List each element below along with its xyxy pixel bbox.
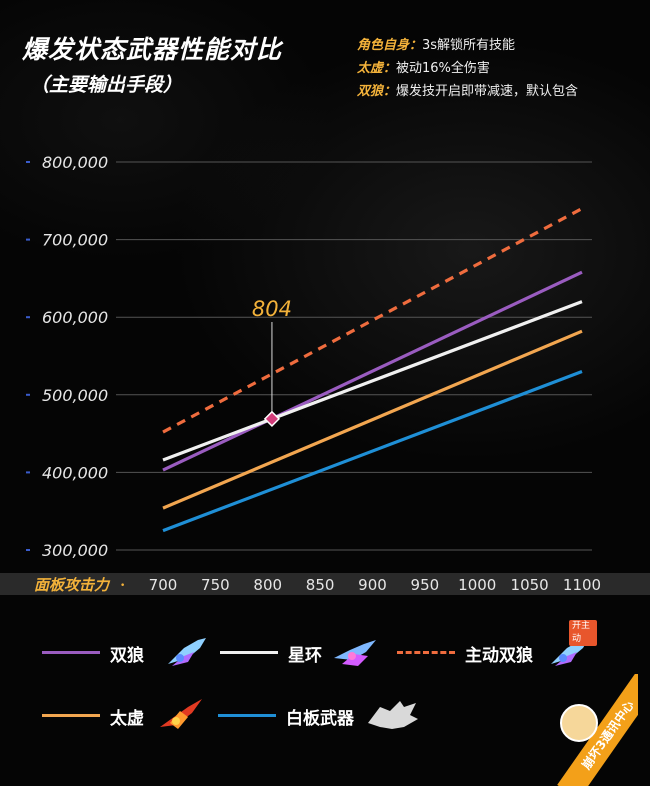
series-line <box>162 329 583 510</box>
note-value: 3s解锁所有技能 <box>422 38 516 53</box>
x-tick-label: 750 <box>201 576 230 594</box>
active-tag: 开主动 <box>569 620 597 646</box>
series-line <box>162 270 583 472</box>
chart-subtitle: （主要输出手段） <box>30 74 183 96</box>
x-axis-label: 面板攻击力 <box>34 576 111 594</box>
y-tick-marker <box>26 549 30 551</box>
note-line: 双狼：爆发技开启即带减速，默认包含 <box>357 80 578 103</box>
watermark-badge: 崩坏3通讯中心 <box>556 674 638 786</box>
x-tick-label: 1000 <box>458 576 496 594</box>
note-key: 双狼： <box>357 84 397 99</box>
y-tick-marker <box>26 161 30 163</box>
note-key: 角色自身： <box>357 38 423 53</box>
legend-swatch <box>397 651 455 654</box>
legend-label: 主动双狼 <box>465 646 533 666</box>
legend-item-blank-weapon: 白板武器 <box>218 695 438 735</box>
series-line <box>162 207 583 434</box>
y-tick-label: 800,000 <box>42 153 108 172</box>
y-tick-marker <box>26 393 30 396</box>
star-ring-weapon-icon <box>334 640 376 666</box>
legend-swatch <box>42 651 100 654</box>
x-tick-label: 1050 <box>511 576 549 594</box>
note-value: 被动16%全伤害 <box>396 61 490 76</box>
note-key: 太虚： <box>357 61 397 76</box>
legend-label: 白板武器 <box>286 709 354 729</box>
x-tick-label: 850 <box>306 576 335 594</box>
y-tick-marker <box>26 471 30 474</box>
x-axis-label-dot: • <box>120 581 125 591</box>
x-axis-bar <box>0 573 650 595</box>
y-tick-label: 500,000 <box>42 386 108 405</box>
legend-swatch <box>218 714 276 717</box>
chart-title: 爆发状态武器性能对比 <box>22 35 283 64</box>
legend-swatch <box>220 651 278 654</box>
note-line: 太虚：被动16%全伤害 <box>357 57 578 80</box>
legend-label: 星环 <box>288 646 322 666</box>
y-tick-label: 300,000 <box>42 541 108 560</box>
y-tick-marker <box>26 238 30 241</box>
legend-item-taixu: 太虚 <box>42 695 212 735</box>
legend-label: 双狼 <box>110 646 144 666</box>
legend-label: 太虚 <box>110 709 144 729</box>
legend-item-dual-wolf: 双狼 <box>42 632 212 672</box>
legend-item-active-dual-wolf: 主动双狼 开主动 <box>397 620 597 672</box>
legend-swatch <box>42 714 100 717</box>
series-line <box>162 370 583 533</box>
note-value: 爆发技开启即带减速，默认包含 <box>396 84 579 99</box>
x-tick-label: 800 <box>253 576 282 594</box>
taixu-weapon-icon <box>160 699 202 729</box>
x-tick-label: 950 <box>411 576 440 594</box>
y-tick-label: 600,000 <box>42 308 108 327</box>
annotation-label: 804 <box>252 297 292 321</box>
dual-wolf-weapon-icon <box>168 638 206 666</box>
x-tick-label: 700 <box>149 576 178 594</box>
note-line: 角色自身：3s解锁所有技能 <box>357 34 578 57</box>
legend-item-star-ring: 星环 <box>220 632 390 672</box>
x-tick-label: 1100 <box>563 576 601 594</box>
y-tick-marker <box>26 316 30 319</box>
blank-weapon-icon <box>368 701 418 729</box>
avatar <box>560 704 598 742</box>
x-tick-label: 900 <box>358 576 387 594</box>
annotation-marker <box>263 410 281 427</box>
y-tick-label: 400,000 <box>42 463 108 482</box>
notes-panel: 角色自身：3s解锁所有技能 太虚：被动16%全伤害 双狼：爆发技开启即带减速，默… <box>357 34 578 103</box>
series-line <box>162 300 583 462</box>
y-tick-label: 700,000 <box>42 231 108 250</box>
